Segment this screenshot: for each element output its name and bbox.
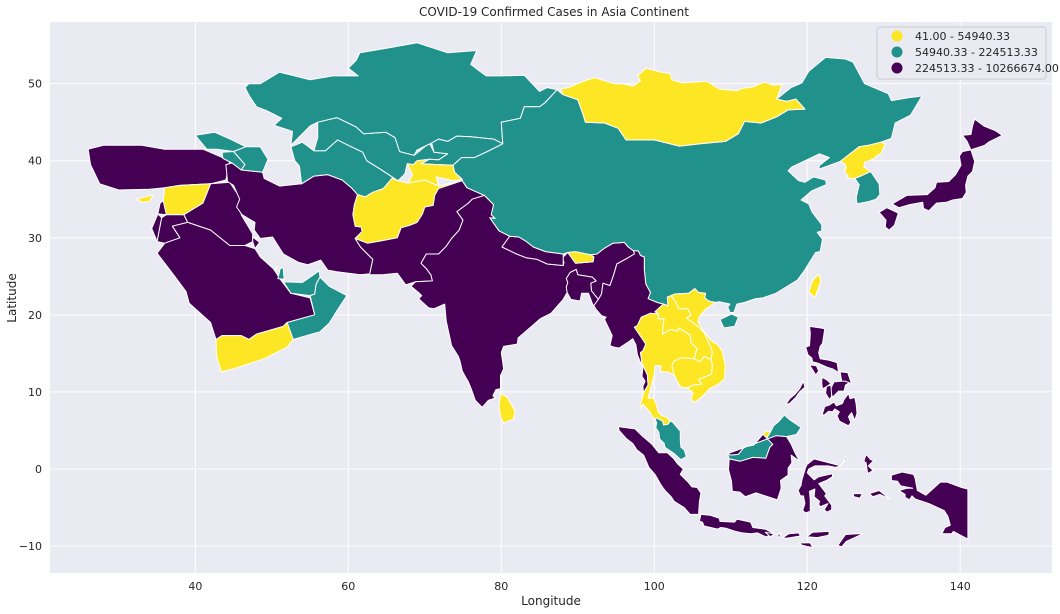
region-taiwan bbox=[808, 273, 822, 299]
region-halmahera bbox=[863, 453, 875, 475]
y-tick-label: 0 bbox=[35, 463, 42, 476]
region-flores bbox=[806, 530, 830, 539]
region-sumba bbox=[799, 542, 814, 549]
region-lebanon bbox=[157, 200, 167, 216]
y-tick-label: 30 bbox=[28, 232, 42, 245]
region-kuwait bbox=[252, 236, 261, 250]
legend-label: 41.00 - 54940.33 bbox=[915, 30, 1010, 43]
region-samar bbox=[839, 371, 853, 385]
region-north-korea bbox=[839, 141, 886, 179]
region-hainan bbox=[719, 313, 739, 329]
region-seram bbox=[868, 490, 891, 500]
region-sumbawa bbox=[782, 532, 801, 539]
x-tick-label: 120 bbox=[797, 580, 818, 593]
region-qatar bbox=[277, 267, 285, 280]
x-tick-label: 100 bbox=[644, 580, 665, 593]
region-vietnam bbox=[670, 288, 726, 404]
y-tick-label: −10 bbox=[19, 540, 42, 553]
region-mindoro bbox=[809, 364, 820, 376]
y-tick-label: 20 bbox=[28, 309, 42, 322]
region-japan-hokkaido bbox=[962, 118, 1003, 151]
region-japan-kyushu bbox=[878, 207, 899, 231]
region-cyprus bbox=[135, 194, 154, 203]
x-tick-label: 40 bbox=[188, 580, 202, 593]
region-malaysia-peninsula bbox=[654, 417, 687, 461]
y-axis-label: Latitude bbox=[5, 273, 19, 322]
y-tick-label: 10 bbox=[28, 386, 42, 399]
y-axis-ticks: −10 0 10 20 30 40 50 bbox=[19, 78, 42, 553]
region-luzon bbox=[805, 325, 840, 374]
country-regions bbox=[87, 42, 1003, 549]
region-sri-lanka bbox=[498, 392, 516, 424]
region-azerbaijan bbox=[233, 146, 269, 173]
region-mindanao bbox=[822, 392, 858, 427]
region-turkey bbox=[87, 144, 231, 191]
region-south-korea bbox=[854, 171, 881, 205]
region-bali bbox=[764, 531, 775, 538]
x-tick-label: 80 bbox=[494, 580, 508, 593]
region-negros bbox=[825, 384, 833, 401]
x-tick-label: 140 bbox=[950, 580, 971, 593]
region-buru bbox=[852, 493, 863, 499]
chart-title: COVID-19 Confirmed Cases in Asia Contine… bbox=[419, 5, 689, 19]
legend-marker bbox=[891, 46, 903, 58]
region-timor bbox=[837, 533, 864, 548]
region-palawan bbox=[785, 380, 806, 405]
legend-label: 54940.33 - 224513.33 bbox=[915, 46, 1038, 59]
region-japan-honshu bbox=[891, 149, 976, 212]
legend-box bbox=[876, 26, 1047, 80]
legend-marker bbox=[891, 62, 903, 74]
region-kalimantan bbox=[727, 433, 801, 501]
region-new-guinea bbox=[890, 471, 969, 540]
region-bahrain bbox=[274, 265, 278, 271]
y-tick-label: 50 bbox=[28, 78, 42, 91]
legend: 41.00 - 54940.33 54940.33 - 224513.33 2245… bbox=[876, 26, 1059, 80]
x-tick-label: 60 bbox=[341, 580, 355, 593]
region-lombok bbox=[776, 531, 781, 539]
legend-marker bbox=[891, 30, 903, 42]
region-sumatra bbox=[617, 426, 702, 515]
x-axis-label: Longitude bbox=[521, 594, 581, 608]
region-sulawesi bbox=[797, 456, 848, 514]
x-axis-ticks: 40 60 80 100 120 140 bbox=[188, 580, 970, 593]
legend-label: 224513.33 - 10266674.00 bbox=[915, 62, 1059, 75]
region-mongolia bbox=[560, 67, 806, 147]
region-oman bbox=[286, 276, 348, 340]
y-tick-label: 40 bbox=[28, 155, 42, 168]
region-yemen bbox=[215, 322, 294, 373]
